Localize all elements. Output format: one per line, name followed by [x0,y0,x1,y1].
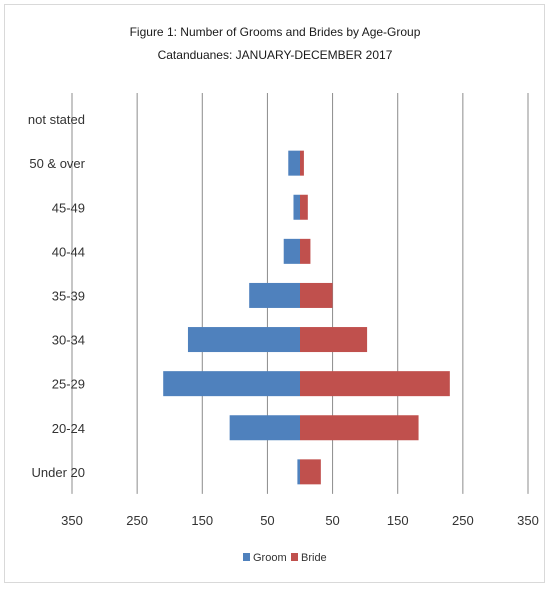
chart-title: Figure 1: Number of Grooms and Brides by… [130,25,421,39]
legend: Groom Bride [243,552,327,564]
legend-label-bride: Bride [301,552,327,564]
x-tick-label-4: 50 [325,513,339,528]
x-tick-labels: 350 250 150 50 50 150 250 350 [61,513,539,528]
bar-groom-45-49 [293,194,300,220]
bars [163,150,450,485]
category-label-40-44: 40-44 [52,244,85,259]
category-label-not-stated: not stated [28,112,85,127]
x-tick-label-5: 150 [387,513,409,528]
bar-groom-50-and-over [288,150,300,176]
category-label-50-and-over: 50 & over [29,156,85,171]
bar-bride-35-39 [300,282,333,308]
bar-bride-30-34 [300,327,368,353]
chart-frame: Figure 1: Number of Grooms and Brides by… [4,4,545,583]
legend-swatch-bride [291,553,298,561]
category-label-under-20: Under 20 [32,465,85,480]
bar-groom-25-29 [163,371,300,397]
category-label-30-34: 30-34 [52,333,85,348]
category-label-35-39: 35-39 [52,288,85,303]
x-tick-label-0: 350 [61,513,83,528]
bar-bride-40-44 [300,238,311,264]
category-labels: not stated 50 & over 45-49 40-44 35-39 30-34 2… [28,112,86,480]
bar-bride-25-29 [300,371,450,397]
chart-subtitle: Catanduanes: JANUARY-DECEMBER 2017 [158,48,393,62]
bar-groom-35-39 [249,282,300,308]
bar-groom-40-44 [283,238,300,264]
bar-bride-under-20 [300,459,321,485]
bar-bride-20-24 [300,415,419,441]
bar-groom-under-20 [297,459,300,485]
category-label-45-49: 45-49 [52,200,85,215]
bar-groom-30-34 [187,327,300,353]
x-tick-label-3: 50 [260,513,274,528]
legend-label-groom: Groom [253,552,287,564]
x-tick-label-6: 250 [452,513,474,528]
category-label-20-24: 20-24 [52,421,85,436]
bar-bride-50-and-over [300,150,304,176]
chart-svg: Figure 1: Number of Grooms and Brides by… [28,25,539,564]
category-label-25-29: 25-29 [52,377,85,392]
legend-swatch-groom [243,553,250,561]
bar-bride-45-49 [300,194,308,220]
x-tick-label-2: 150 [191,513,213,528]
x-tick-label-1: 250 [126,513,148,528]
x-tick-label-7: 350 [517,513,539,528]
bar-groom-20-24 [229,415,300,441]
